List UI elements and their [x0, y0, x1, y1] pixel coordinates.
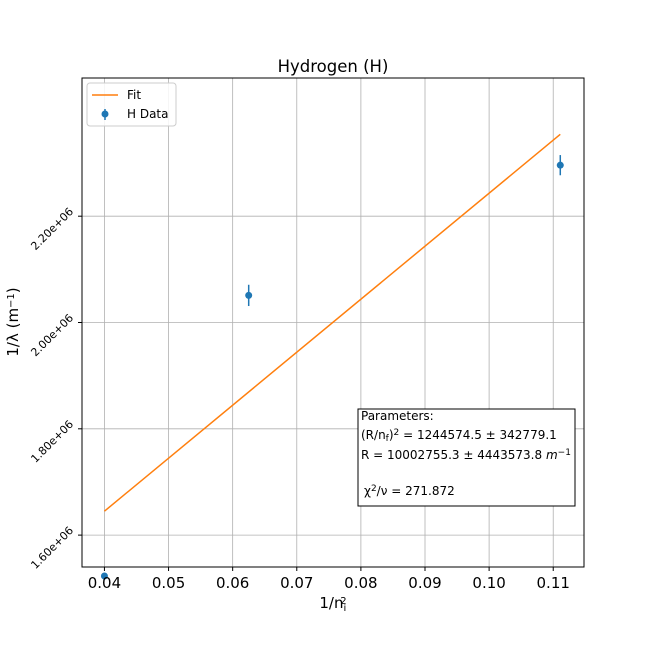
x-tick-label: 0.10: [472, 574, 505, 592]
legend-data-marker: [101, 110, 109, 118]
chart-title: Hydrogen (H): [278, 57, 389, 76]
parameters-chi-line: χ2/ν = 271.872: [364, 484, 455, 498]
r-value: R = 10002755.3 ± 4443573.8: [361, 448, 546, 462]
rnf-sup: 2: [394, 428, 400, 438]
x-tick-label: 0.11: [537, 574, 570, 592]
x-axis-label-sup: 2: [340, 596, 346, 607]
rnf-value: = 1244574.5 ± 342779.1: [399, 428, 557, 442]
data-point: [245, 291, 253, 299]
data-point: [100, 572, 108, 580]
x-tick-label: 0.08: [344, 574, 377, 592]
y-axis-label-close: ): [4, 287, 22, 293]
legend-box: [86, 82, 177, 127]
plot-data: [100, 133, 564, 580]
parameters-box: Parameters: (R/nf)2 = 1244574.5 ± 342779…: [357, 408, 576, 507]
x-tick-label: 0.04: [88, 574, 121, 592]
rnf-close: ): [389, 428, 394, 442]
r-unit-sup: −1: [558, 448, 571, 458]
parameters-r-line: R = 10002755.3 ± 4443573.8 m−1: [361, 448, 571, 462]
data-point: [556, 161, 564, 169]
legend-fit-label: Fit: [127, 88, 141, 102]
y-axis-label-main: 1/λ (m: [4, 308, 22, 357]
x-axis-label-main: 1/n: [319, 594, 343, 612]
y-axis-label-sup: −1: [6, 293, 17, 308]
fit-line: [103, 133, 561, 512]
legend: Fit H Data: [86, 82, 177, 127]
x-tick-label: 0.07: [280, 574, 313, 592]
parameters-heading: Parameters:: [361, 409, 434, 423]
x-axis-label: 1/ni2: [319, 594, 346, 614]
rnf-pre: (R/n: [361, 428, 386, 442]
y-axis-label: 1/λ (m−1): [4, 287, 22, 356]
r-unit: m: [546, 448, 558, 462]
parameters-box-frame: [357, 408, 576, 507]
legend-data-label: H Data: [127, 107, 169, 121]
parameters-rnf-line: (R/nf)2 = 1244574.5 ± 342779.1: [361, 428, 557, 444]
rnf-sub: f: [386, 434, 390, 444]
x-tick-label: 0.06: [216, 574, 249, 592]
x-axis-label-sub: i: [343, 603, 346, 614]
x-tick-label: 0.05: [152, 574, 185, 592]
x-tick-label: 0.09: [408, 574, 441, 592]
chi-symbol: χ: [364, 484, 371, 498]
chi-value: /ν = 271.872: [377, 484, 455, 498]
chi-sup: 2: [371, 484, 377, 494]
